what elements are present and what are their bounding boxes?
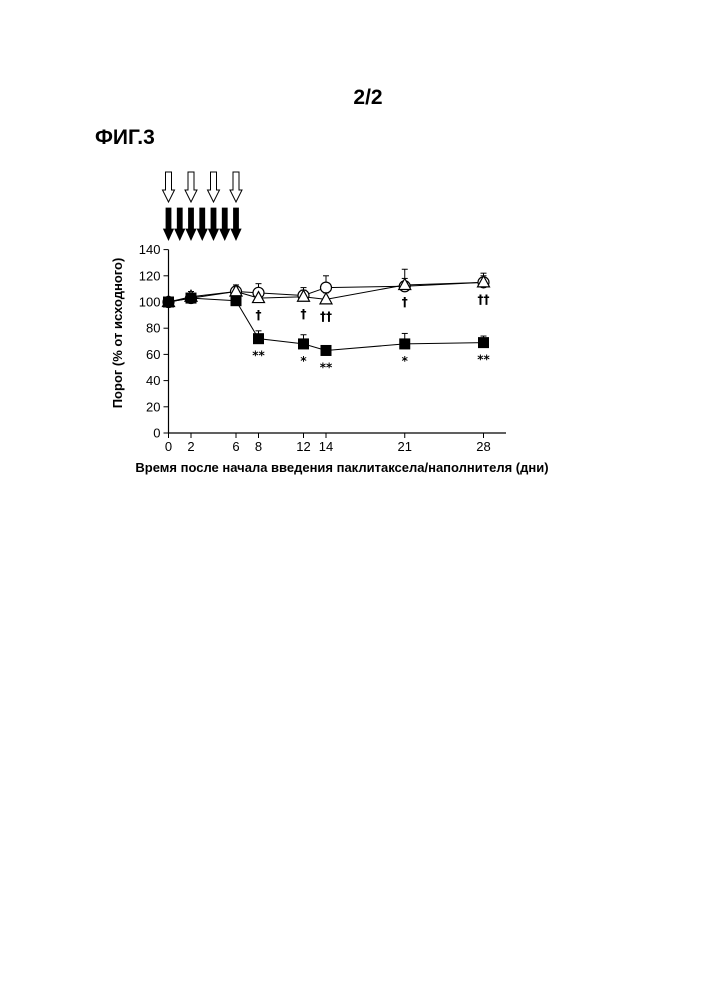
x-tick-label: 8 [255, 439, 262, 454]
point-square [163, 297, 174, 308]
point-square [321, 345, 332, 356]
significance-mark: † [256, 308, 262, 322]
open-arrow [185, 172, 197, 202]
point-circle [321, 282, 332, 293]
significance-mark: † [402, 295, 408, 309]
significance-mark: †† [320, 309, 332, 323]
filled-arrow [231, 208, 241, 240]
significance-annotations: †††††††******** [252, 292, 490, 374]
x-tick-label: 12 [296, 439, 310, 454]
open-arrow [230, 172, 242, 202]
x-axis-title: Время после начала введения паклитаксела… [135, 460, 548, 475]
point-square [478, 337, 489, 348]
significance-mark: * [402, 354, 409, 368]
filled-arrow [220, 208, 230, 240]
dosing-arrows [163, 172, 243, 240]
filled-arrow [186, 208, 196, 240]
x-tick-label: 0 [165, 439, 172, 454]
x-tick-label: 14 [319, 439, 333, 454]
x-tick-label: 21 [398, 439, 412, 454]
y-tick-label: 40 [146, 373, 160, 388]
open-arrow [163, 172, 175, 202]
filled-arrow [197, 208, 207, 240]
x-tick-label: 2 [187, 439, 194, 454]
significance-mark: †† [478, 292, 490, 306]
filled-arrow [175, 208, 185, 240]
y-axis-title: Порог (% от исходного) [110, 258, 125, 409]
y-tick-label: 20 [146, 399, 160, 414]
y-tick-label: 60 [146, 347, 160, 362]
significance-mark: ** [252, 349, 265, 363]
filled-arrow [164, 208, 174, 240]
point-square [231, 295, 242, 306]
significance-mark: * [300, 354, 307, 368]
y-tick-label: 0 [153, 426, 160, 441]
significance-mark: ** [320, 360, 333, 374]
significance-mark: † [301, 307, 307, 321]
point-square [253, 333, 264, 344]
point-square [186, 293, 197, 304]
y-tick-label: 140 [139, 242, 161, 257]
point-square [298, 338, 309, 349]
filled-arrow [209, 208, 219, 240]
open-arrow [208, 172, 220, 202]
y-tick-label: 80 [146, 321, 160, 336]
series-line-3 [169, 298, 484, 350]
x-tick-label: 28 [476, 439, 490, 454]
point-square [399, 338, 410, 349]
x-tick-label: 6 [232, 439, 239, 454]
y-tick-label: 100 [139, 295, 161, 310]
significance-mark: ** [477, 353, 490, 367]
y-tick-label: 120 [139, 268, 161, 283]
